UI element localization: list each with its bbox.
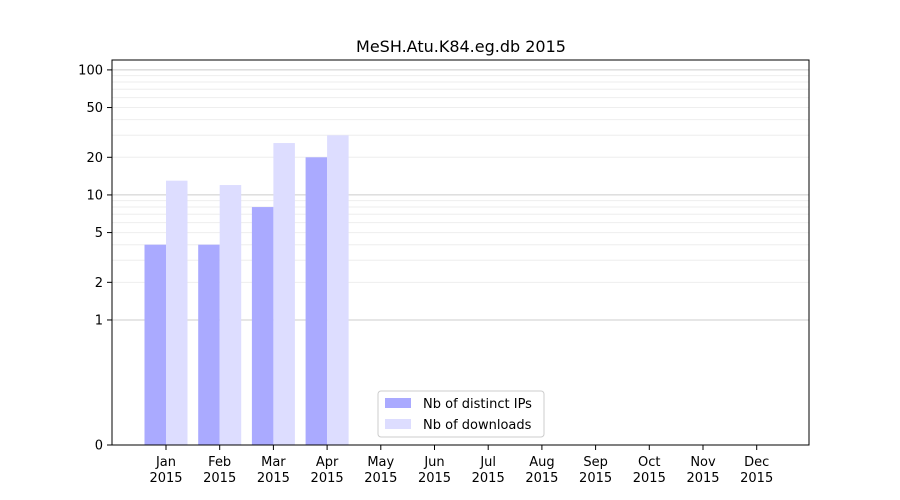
bar-ips-0 — [144, 244, 166, 445]
x-tick-label: Mar 2015 — [257, 455, 290, 486]
y-tick-label: 0 — [95, 439, 103, 454]
legend-label-ips: Nb of distinct IPs — [423, 397, 532, 412]
chart-title: MeSH.Atu.K84.eg.db 2015 — [356, 37, 566, 56]
bar-downloads-1 — [219, 185, 242, 445]
bar-downloads-3 — [327, 135, 349, 445]
legend-swatch-downloads — [385, 419, 411, 429]
y-tick-label: 1 — [95, 313, 103, 328]
bar-downloads-0 — [166, 180, 188, 445]
y-tick-label: 100 — [78, 63, 103, 78]
y-tick-label: 20 — [86, 151, 103, 166]
y-tick-label: 5 — [95, 226, 103, 241]
x-tick-label: Sep 2015 — [579, 455, 612, 486]
bar-downloads-2 — [273, 143, 295, 445]
x-tick-label: Oct 2015 — [633, 455, 666, 486]
x-tick-label: Aug 2015 — [525, 455, 558, 486]
x-tick-label: May 2015 — [364, 455, 397, 486]
x-tick-label: Apr 2015 — [311, 455, 344, 486]
plot-frame — [111, 59, 810, 446]
y-tick-label: 10 — [86, 188, 103, 203]
x-tick-label: Feb 2015 — [203, 455, 236, 486]
x-tick-label: Nov 2015 — [686, 455, 719, 486]
y-axis: 0 1 2 5 10 20 50 100 — [78, 63, 112, 454]
bars — [144, 135, 349, 445]
y-tick-label: 50 — [86, 101, 103, 116]
legend-box — [377, 390, 545, 438]
x-tick-label: Dec 2015 — [740, 455, 773, 486]
x-tick-label: Jan 2015 — [149, 455, 182, 486]
bar-ips-1 — [198, 244, 220, 445]
x-tick-label: Jun 2015 — [418, 455, 451, 486]
legend-label-downloads: Nb of downloads — [423, 418, 532, 433]
y-tick-label: 2 — [95, 276, 103, 291]
bar-ips-2 — [251, 207, 274, 445]
legend-swatch-ips — [385, 398, 411, 408]
legend: Nb of distinct IPs Nb of downloads — [377, 390, 545, 438]
bar-ips-3 — [305, 157, 328, 445]
x-tick-label: Jul 2015 — [472, 455, 505, 486]
x-axis: Jan 2015 Feb 2015 Mar 2015 Apr 2015 May 2015 Jun 20… — [149, 445, 773, 486]
